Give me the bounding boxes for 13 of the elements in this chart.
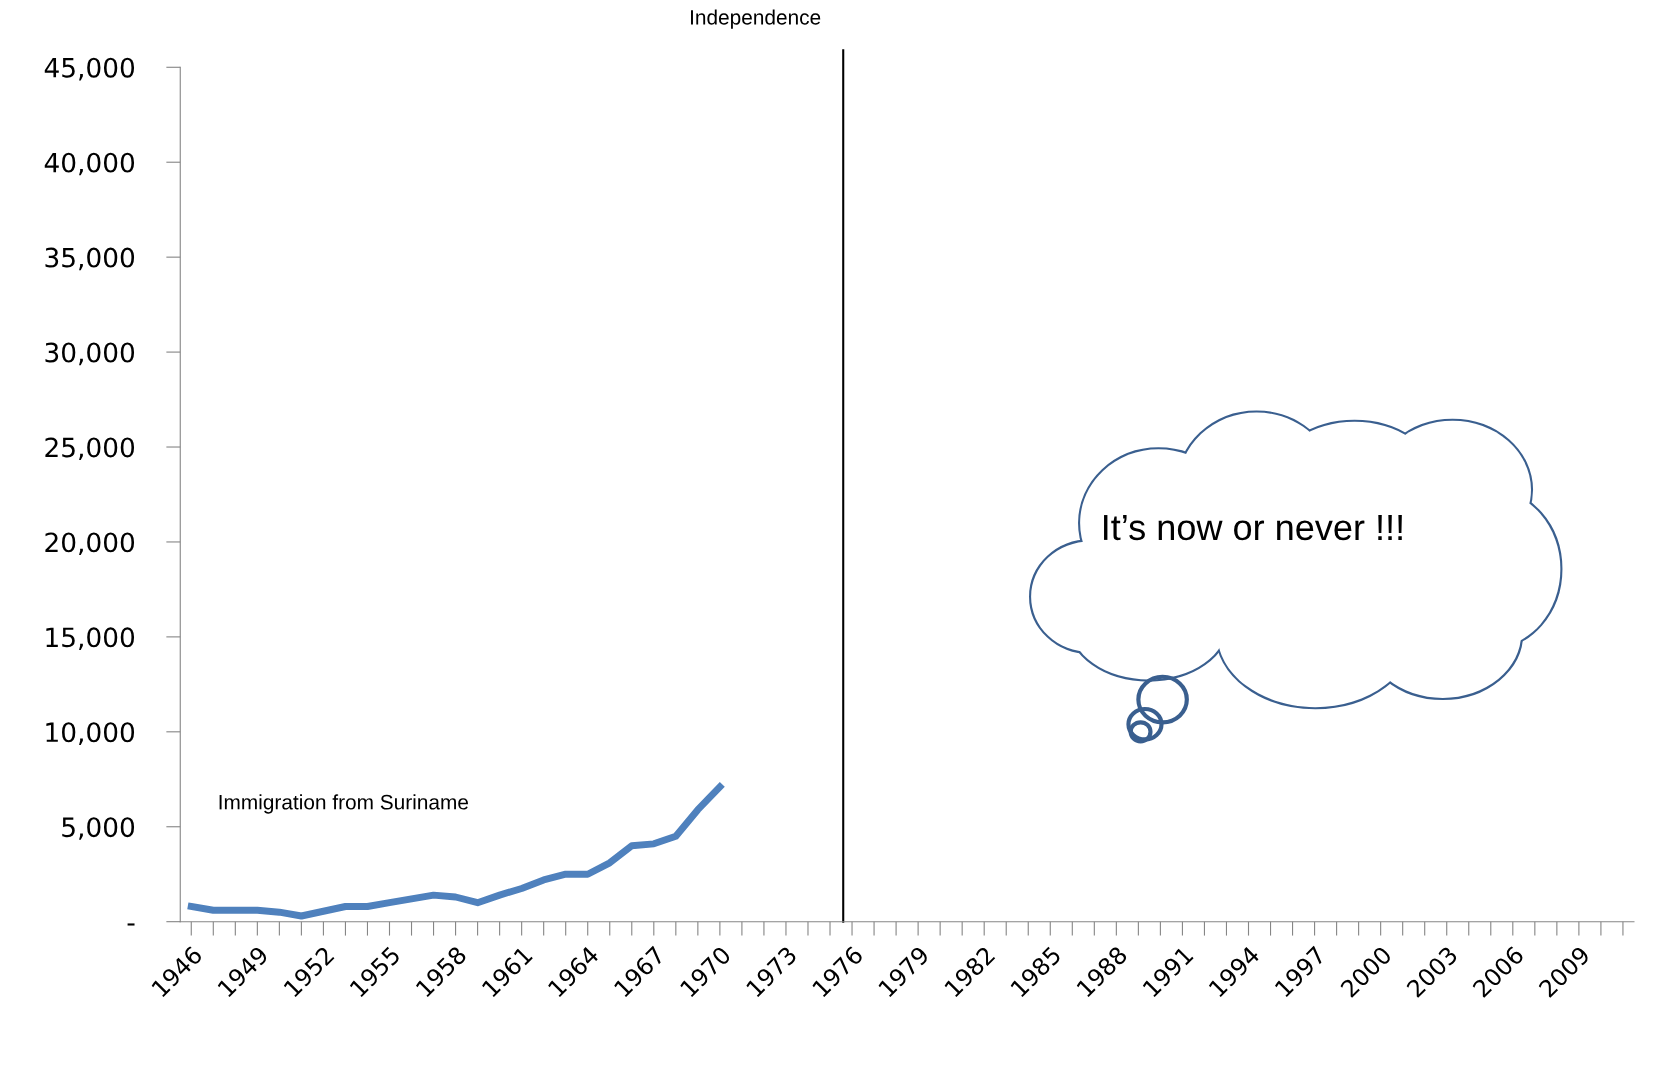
y-tick-label: 10,000 xyxy=(46,722,135,745)
y-tick-label: - xyxy=(127,923,135,926)
y-tick-label: 20,000 xyxy=(45,532,135,556)
annotation: Immigration from Suriname xyxy=(219,794,468,814)
y-tick-label: 5,000 xyxy=(62,817,135,840)
y-tick-label: 25,000 xyxy=(45,437,135,461)
y-tick-label: 45,000 xyxy=(44,57,135,81)
y-tick-label: 35,000 xyxy=(45,247,135,271)
y-tick-label: 30,000 xyxy=(45,342,135,366)
y-tick-label: 15,000 xyxy=(46,627,135,650)
y-tick-label: 40,000 xyxy=(44,152,135,176)
ref-line-label: Independence xyxy=(691,9,821,29)
annotation: It’s now or never !!! xyxy=(1104,515,1402,541)
